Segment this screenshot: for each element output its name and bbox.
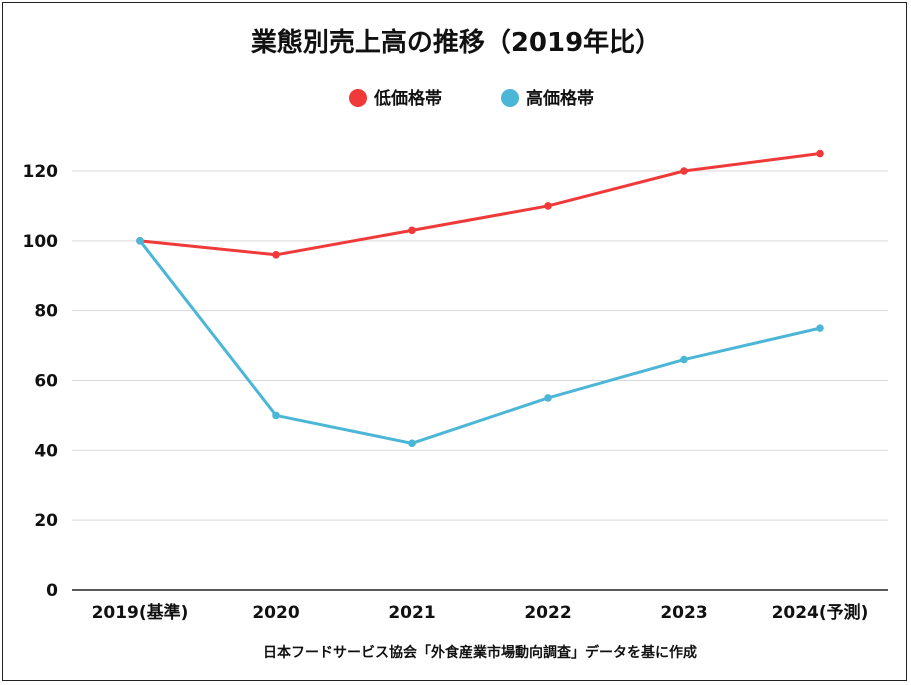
x-axis: 2019(基準) 2020 2021 2022 2023 2024(予測) [92, 602, 869, 623]
data-point [680, 167, 688, 175]
data-point [544, 202, 552, 210]
y-tick-label: 60 [34, 372, 58, 392]
x-tick-label: 2023 [660, 603, 707, 623]
x-tick-label: 2021 [388, 603, 435, 623]
x-tick-label: 2019(基準) [92, 602, 189, 623]
data-point [816, 149, 824, 158]
y-axis: 0 20 40 60 80 100 120 [23, 162, 59, 601]
x-tick-label: 2022 [524, 603, 571, 623]
y-tick-label: 0 [46, 581, 58, 601]
y-tick-label: 40 [34, 441, 58, 461]
source-note: 日本フードサービス協会「外食産業市場動向調査」データを基に作成 [263, 644, 697, 661]
data-point [272, 411, 280, 420]
data-point [136, 237, 144, 245]
data-point [680, 355, 688, 364]
data-point [272, 251, 280, 259]
legend-label: 高価格帯 [526, 88, 594, 109]
chart-title: 業態別売上高の推移（2019年比） [251, 27, 661, 58]
y-tick-label: 100 [23, 232, 59, 252]
y-tick-label: 80 [34, 302, 58, 322]
y-tick-label: 120 [23, 162, 59, 182]
data-point [408, 226, 416, 235]
series-line-2 [138, 239, 822, 445]
series-line-1 [138, 152, 822, 257]
data-point [544, 394, 552, 402]
x-tick-label: 2024(予測) [772, 602, 869, 623]
legend: 低価格帯 高価格帯 [349, 88, 594, 109]
legend-label: 低価格帯 [373, 88, 442, 109]
y-tick-label: 20 [34, 511, 58, 531]
series-layer [136, 149, 824, 448]
x-tick-label: 2020 [252, 603, 299, 623]
gridlines [72, 170, 888, 591]
data-point [408, 439, 416, 448]
data-point [816, 324, 824, 332]
legend-marker [349, 89, 367, 107]
legend-marker [501, 89, 519, 107]
